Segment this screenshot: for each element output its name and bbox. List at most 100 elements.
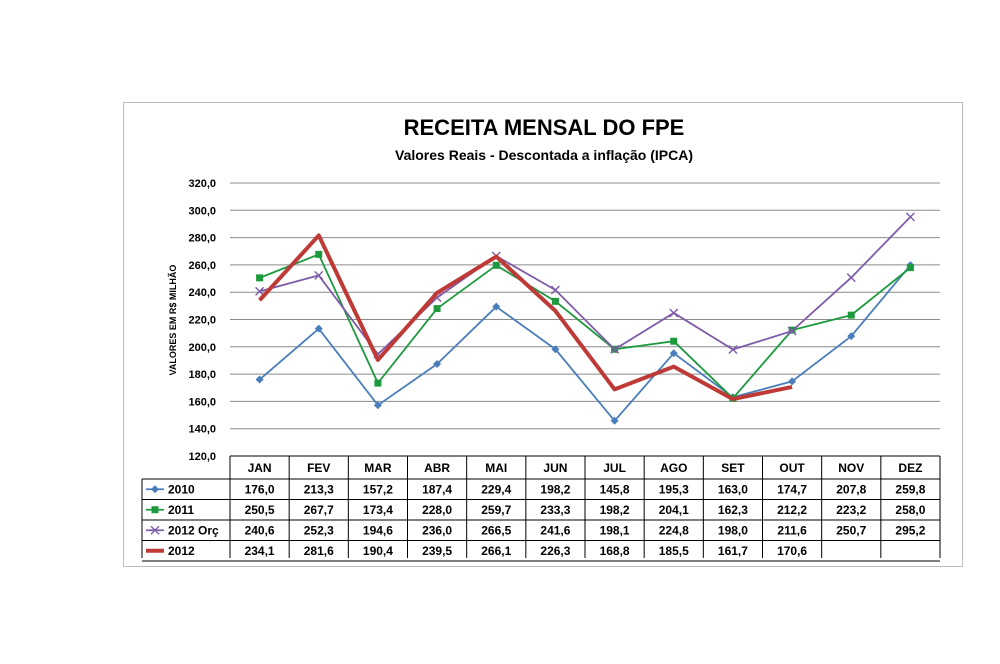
y-tick-label: 120,0 [188,451,216,463]
legend-label: 2010 [168,482,195,496]
y-tick-label: 180,0 [188,369,216,381]
data-cell: 259,8 [895,482,925,496]
data-cell: 198,1 [600,523,630,537]
data-cell: 211,6 [777,523,807,537]
data-cell: 241,6 [540,523,570,537]
data-point [846,273,856,283]
data-cell: 190,4 [363,544,393,558]
chart-frame: RECEITA MENSAL DO FPE Valores Reais - De… [123,102,963,567]
x-category-label: AGO [660,461,687,475]
legend-key-marker [150,525,160,535]
y-tick-label: 240,0 [188,287,216,299]
y-tick-label: 320,0 [188,178,216,190]
data-cell: 266,5 [481,523,511,537]
legend-label: 2012 Orç [168,523,219,537]
data-cell: 176,0 [245,482,275,496]
y-tick-labels: 120,0 140,0 160,0 180,0 200,0 220,0 240,0 260,0… [188,178,216,463]
data-point [610,344,620,354]
series-2010 [255,261,915,425]
series-line [259,253,911,400]
data-cell: 198,2 [540,482,570,496]
series-2012-or- [255,212,915,359]
data-point [492,302,501,311]
data-cell: 228,0 [422,503,452,517]
data-cell: 239,5 [422,544,452,558]
data-point [551,345,560,354]
data-cell: 194,6 [363,523,393,537]
data-cell: 252,3 [304,523,334,537]
data-point [669,349,678,358]
data-point [256,274,264,282]
data-point [255,286,265,296]
data-cell: 185,5 [659,544,689,558]
data-cell: 226,3 [540,544,570,558]
data-table: JAN FEV MAR ABR MAI JUN JUL AGO SET OUT NOV DEZ 2010… [141,455,941,562]
legend-key-marker [151,506,159,514]
data-point [669,308,679,318]
data-point [314,270,324,280]
series-lines [255,212,915,425]
data-point [314,324,323,333]
series-line [258,264,912,422]
data-cell: 229,4 [481,482,511,496]
data-point [550,285,560,295]
legend-key-marker [151,485,159,494]
data-cell: 187,4 [422,482,452,496]
x-category-label: JUL [603,461,626,475]
data-point [905,212,915,222]
x-category-label: MAI [485,461,507,475]
data-cell: 234,1 [245,544,275,558]
line-chart: RECEITA MENSAL DO FPE Valores Reais - De… [141,115,941,562]
data-point [847,311,855,319]
y-tick-label: 280,0 [188,233,216,245]
y-axis-label: VALORES EM R$ MILHÃO [168,265,178,376]
x-category-label: SET [721,461,745,475]
data-cell: 258,0 [895,503,925,517]
series-2011 [256,250,914,402]
data-cell: 281,6 [304,544,334,558]
data-point [728,345,738,355]
y-tick-label: 260,0 [188,260,216,272]
data-cell: 170,6 [777,544,807,558]
y-tick-label: 220,0 [188,315,216,327]
data-cell: 204,1 [659,503,689,517]
x-category-label: JUN [543,461,567,475]
data-point [492,261,500,269]
data-cell: 157,2 [363,482,393,496]
data-cell: 250,7 [836,523,866,537]
data-cell: 259,7 [481,503,511,517]
x-category-label: DEZ [898,461,922,475]
data-cell: 162,3 [718,503,748,517]
data-cell: 233,3 [540,503,570,517]
data-cell: 212,2 [777,503,807,517]
data-point [906,264,914,272]
data-cell: 198,2 [600,503,630,517]
data-cell: 145,8 [600,482,630,496]
data-cell: 198,0 [718,523,748,537]
data-cell: 168,8 [600,544,630,558]
data-point [433,305,441,313]
data-cell: 161,7 [718,544,748,558]
data-cell: 236,0 [422,523,452,537]
data-point [787,326,797,336]
data-cell: 207,8 [836,482,866,496]
data-cell: 224,8 [659,523,689,537]
y-tick-label: 140,0 [188,424,216,436]
data-cell: 174,7 [777,482,807,496]
x-category-label: FEV [307,461,330,475]
data-point [315,250,323,258]
y-tick-label: 300,0 [188,205,216,217]
x-category-label: ABR [424,461,450,475]
chart-subtitle: Valores Reais - Descontada a inflação (I… [395,147,693,163]
data-point [610,416,619,425]
legend-label: 2012 [168,544,195,558]
data-cell: 173,4 [363,503,393,517]
data-cell: 223,2 [836,503,866,517]
y-tick-label: 160,0 [188,396,216,408]
series-line [258,233,793,402]
data-cell: 267,7 [304,503,334,517]
data-cell: 195,3 [659,482,689,496]
x-category-label: JAN [248,461,272,475]
data-point [374,379,382,387]
data-point [788,377,797,386]
